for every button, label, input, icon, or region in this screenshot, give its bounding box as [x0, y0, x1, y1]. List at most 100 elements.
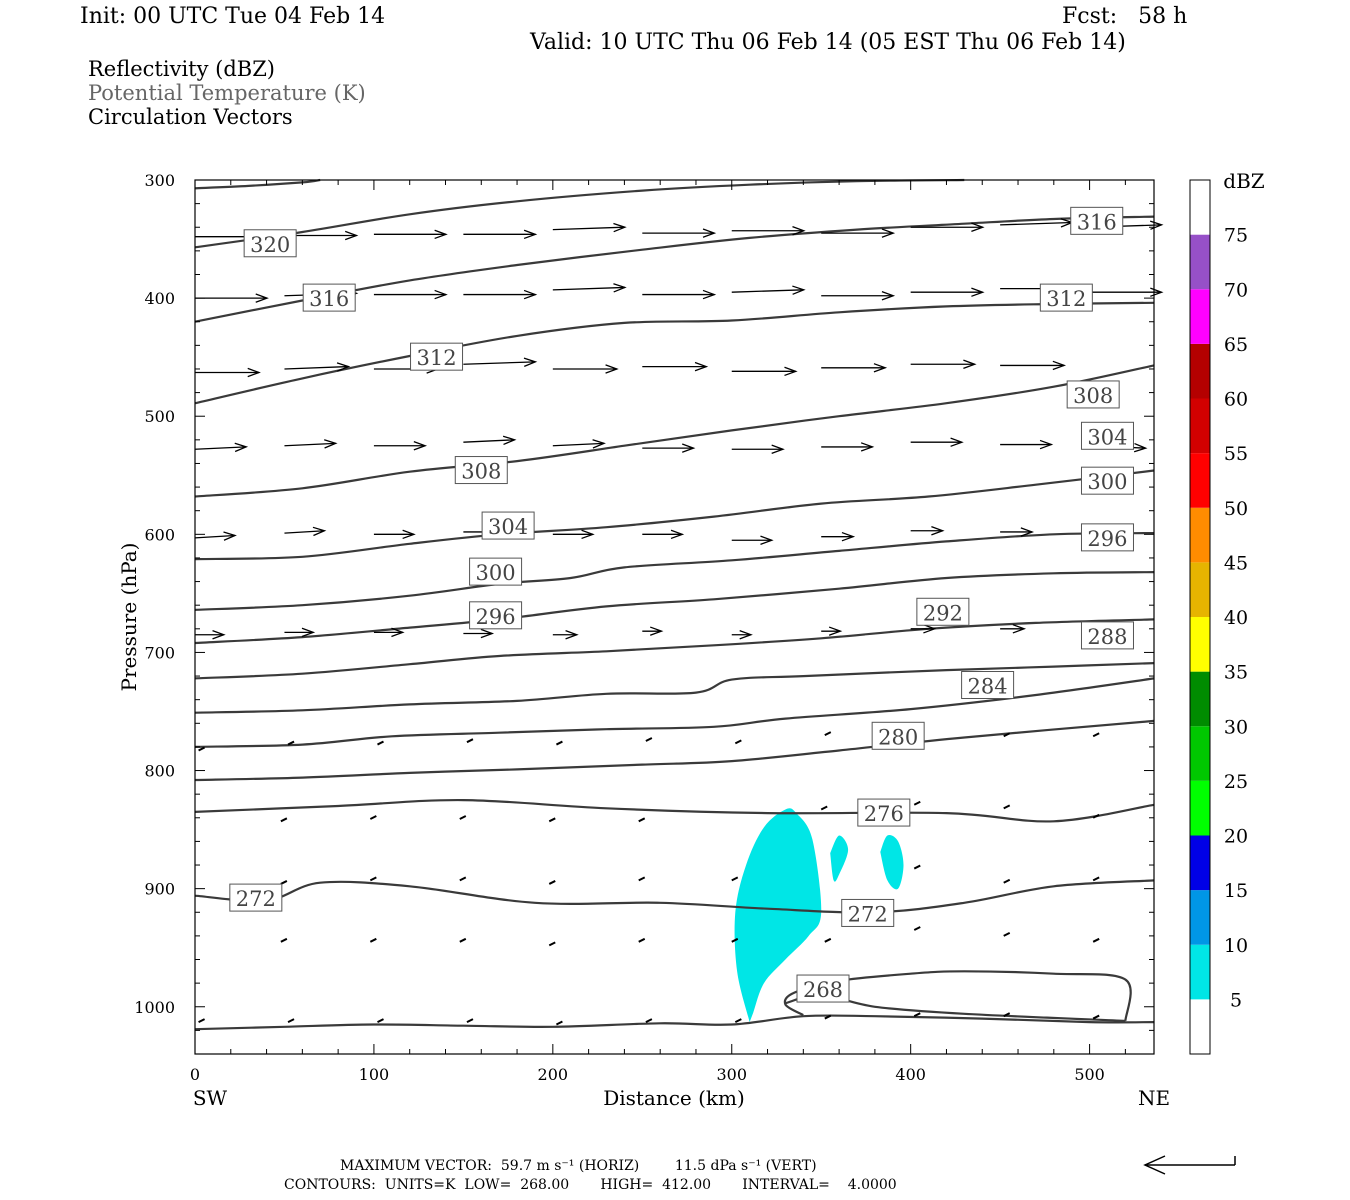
- circulation-vector-30: [910, 359, 977, 369]
- footer-contours: CONTOURS: UNITS=K LOW= 268.00 HIGH= 412.…: [284, 1177, 897, 1193]
- theta-contour-284-3: [194, 677, 1155, 748]
- small-vector-40: [287, 1018, 295, 1024]
- circulation-vector-27: [642, 361, 709, 372]
- theta-contour-304-8: [194, 469, 1155, 561]
- colorbar-swatch-7: [1190, 617, 1210, 672]
- theta-contour-312-10: [194, 301, 1155, 405]
- valid-time: Valid: 10 UTC Thu 06 Feb 14 (05 EST Thu …: [530, 30, 1126, 55]
- svg-text:304: 304: [488, 515, 528, 539]
- small-vector-44: [645, 1018, 653, 1024]
- small-vector-43: [555, 1020, 563, 1026]
- circulation-vector-15: [552, 283, 627, 293]
- circulation-vector-33: [284, 439, 338, 449]
- circulation-vector-36: [552, 439, 606, 449]
- svg-text:308: 308: [1073, 384, 1113, 408]
- colorbar-swatch-0: [1190, 999, 1210, 1054]
- circulation-vector-40: [910, 437, 964, 447]
- circulation-vector-3: [463, 229, 538, 240]
- circulation-vector-7: [821, 228, 896, 238]
- circulation-vector-19: [910, 287, 985, 297]
- reflectivity-area-1: [830, 835, 849, 882]
- axis-layer: 0 100 200 300 400 500 300 400 500 600 700 800 900 100…: [134, 171, 1154, 1084]
- colorbar-label-65: 65: [1224, 334, 1248, 356]
- svg-text:304: 304: [1087, 425, 1127, 449]
- contour-label-9: 304: [481, 511, 535, 540]
- colorbar-swatch-2: [1190, 890, 1210, 945]
- small-vector-4: [555, 740, 563, 746]
- x-axis-label: Distance (km): [603, 1086, 745, 1110]
- theta-contour-324-13: [194, 178, 321, 190]
- contour-label-19: 272: [841, 898, 895, 927]
- svg-text:284: 284: [968, 675, 1008, 699]
- small-vector-36: [913, 926, 921, 931]
- svg-text:288: 288: [1087, 625, 1127, 649]
- small-vector-0: [198, 746, 206, 752]
- colorbar-swatch-9: [1190, 507, 1210, 563]
- contour-label-4: 312: [1039, 283, 1093, 312]
- y-tick-label-1000: 1000: [134, 998, 175, 1017]
- y-tick-label-300: 300: [144, 171, 175, 190]
- small-vector-18: [1003, 804, 1011, 810]
- svg-text:300: 300: [476, 561, 516, 585]
- circulation-vector-8: [910, 222, 985, 232]
- svg-text:312: 312: [1046, 287, 1086, 311]
- colorbar-label-55: 55: [1224, 443, 1248, 465]
- circulation-vector-62: [910, 624, 937, 634]
- colorbar-title: dBZ: [1223, 169, 1265, 193]
- init-time: Init: 00 UTC Tue 04 Feb 14: [80, 4, 386, 29]
- circulation-vector-13: [373, 289, 448, 300]
- x-tick-label-200: 200: [538, 1065, 569, 1084]
- svg-text:320: 320: [250, 233, 290, 257]
- circulation-vector-29: [821, 363, 888, 373]
- forecast-hour: Fcst: 58 h: [1062, 4, 1188, 29]
- circulation-vector-31: [1000, 360, 1067, 371]
- small-vector-12: [369, 815, 377, 820]
- contour-label-1: 316: [302, 283, 356, 312]
- legend-potential-temperature: Potential Temperature (K): [88, 81, 366, 105]
- small-vector-6: [734, 739, 742, 745]
- circulation-vector-6: [731, 226, 806, 236]
- circulation-vector-38: [731, 444, 785, 455]
- svg-text:308: 308: [461, 460, 501, 484]
- legend-circulation-vectors: Circulation Vectors: [88, 105, 293, 129]
- small-vector-20: [280, 880, 288, 885]
- small-vector-45: [734, 1018, 742, 1024]
- circulation-vector-37: [642, 443, 696, 453]
- circulation-vector-61: [821, 626, 843, 636]
- small-vector-33: [638, 937, 646, 943]
- colorbar-swatch-10: [1190, 453, 1210, 508]
- contour-label-15: 284: [961, 671, 1015, 700]
- circulation-vector-51: [910, 526, 945, 536]
- contour-label-16: 280: [871, 721, 925, 750]
- circulation-vector-layer: [194, 218, 1164, 1026]
- colorbar-label-25: 25: [1224, 771, 1248, 793]
- svg-text:316: 316: [309, 287, 349, 311]
- small-vector-22: [459, 876, 467, 882]
- small-vector-32: [548, 941, 556, 947]
- reflectivity-area-0: [734, 808, 822, 1023]
- x-tick-label-400: 400: [895, 1065, 926, 1084]
- small-vector-26: [913, 864, 921, 870]
- circulation-vector-44: [284, 526, 327, 537]
- circulation-vector-11: [195, 293, 269, 303]
- small-vector-34: [731, 937, 739, 943]
- circulation-vector-16: [642, 289, 717, 300]
- contour-label-12: 296: [469, 601, 523, 630]
- circulation-vector-47: [552, 529, 595, 540]
- circulation-vector-18: [821, 291, 896, 301]
- circulation-vector-60: [731, 629, 753, 640]
- circulation-vector-50: [821, 531, 856, 542]
- small-vector-17: [913, 800, 921, 806]
- circulation-vector-52: [1000, 527, 1035, 537]
- small-vector-28: [1092, 876, 1100, 882]
- circulation-vector-22: [195, 367, 261, 378]
- svg-text:276: 276: [864, 802, 904, 826]
- small-vector-35: [824, 937, 832, 943]
- circulation-vector-28: [731, 366, 798, 377]
- small-vector-2: [377, 740, 384, 746]
- svg-text:272: 272: [236, 887, 276, 911]
- y-axis-label: Pressure (hPa): [117, 543, 141, 692]
- x-tick-label-500: 500: [1074, 1065, 1105, 1084]
- svg-text:272: 272: [848, 902, 888, 926]
- colorbar-label-40: 40: [1224, 607, 1248, 629]
